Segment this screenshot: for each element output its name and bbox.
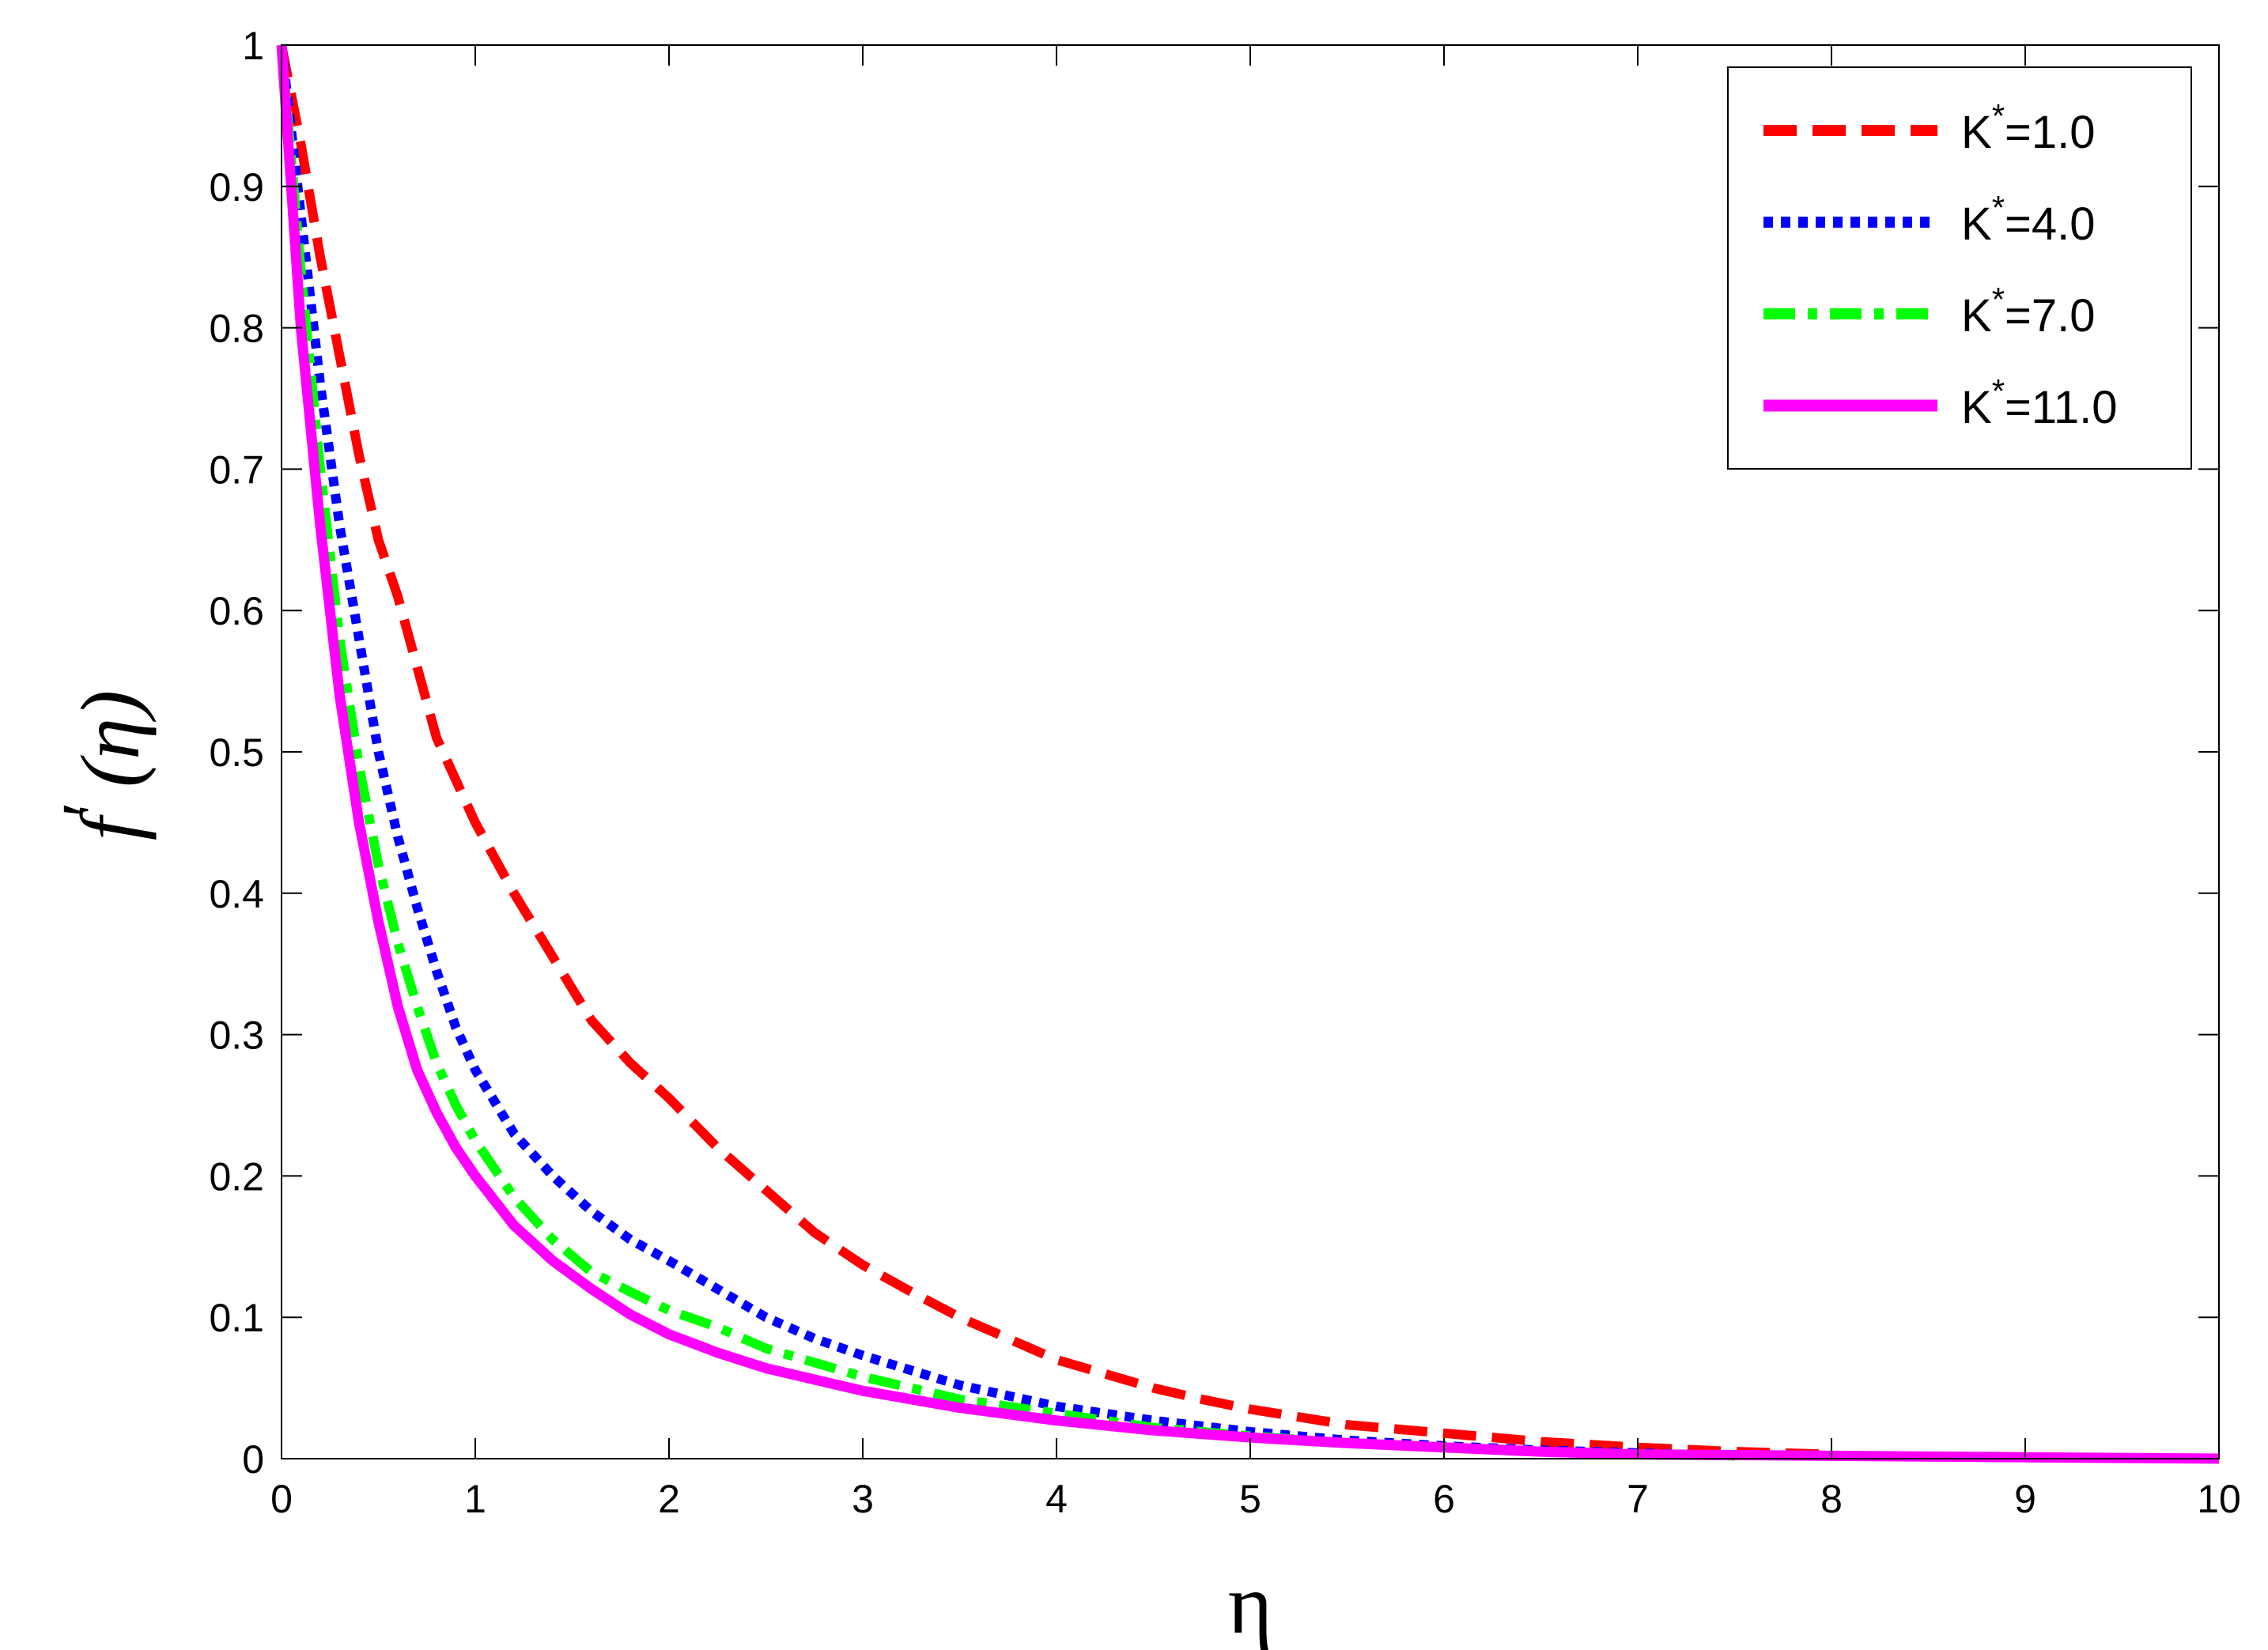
legend-label-superscript: * [1992, 372, 2005, 410]
legend-label-value: =4.0 [2005, 198, 2096, 250]
y-tick-label: 0.5 [209, 731, 264, 775]
svg-text:f′(η): f′(η) [48, 690, 157, 840]
x-tick-label: 8 [1820, 1477, 1843, 1521]
x-tick-label: 3 [852, 1477, 874, 1521]
legend: K*=1.0K*=4.0K*=7.0K*=11.0 [1727, 66, 2192, 470]
y-tick-label: 1 [242, 24, 264, 68]
legend-label-superscript: * [1992, 281, 2005, 318]
x-tick-label: 9 [2014, 1477, 2036, 1521]
y-tick-label: 0.8 [209, 307, 264, 351]
y-tick-label: 0 [242, 1437, 264, 1482]
y-axis-label-prime: ′ [48, 802, 127, 817]
x-tick-label: 2 [658, 1477, 680, 1521]
y-tick-label: 0.7 [209, 447, 264, 492]
legend-label-superscript: * [1992, 97, 2005, 134]
series-line-1 [277, 43, 1832, 1459]
x-tick-label: 0 [270, 1477, 293, 1521]
legend-label-2: K*=4.0 [1961, 189, 2096, 250]
x-tick-label: 1 [464, 1477, 486, 1521]
legend-label-value: =7.0 [2005, 290, 2096, 342]
legend-label-base: K [1961, 382, 1992, 433]
legend-label-3: K*=7.0 [1961, 281, 2096, 342]
legend-label-value: =11.0 [2005, 382, 2117, 433]
x-tick-label: 5 [1239, 1477, 1261, 1521]
y-tick-label: 0.9 [209, 165, 264, 210]
y-tick-label: 0.3 [209, 1014, 264, 1058]
legend-label-4: K*=11.0 [1961, 372, 2118, 433]
legend-label-base: K [1961, 107, 1992, 158]
x-tick-label: 4 [1045, 1477, 1068, 1521]
y-tick-label: 0.1 [209, 1296, 264, 1340]
ticks-layer: 0 1 2 3 4 5 6 7 8 9 10 0 0.1 0.2 0.3 0.4 0.5 0.6 0.7 0.8 0.9… [209, 24, 2240, 1521]
y-tick-label: 0.4 [209, 872, 264, 916]
y-tick-label: 0.2 [209, 1154, 264, 1199]
legend-label-value: =1.0 [2005, 107, 2096, 158]
legend-label-base: K [1961, 290, 1992, 342]
legend-label-superscript: * [1992, 189, 2005, 226]
legend-label-base: K [1961, 198, 1992, 250]
y-tick-label: 0.6 [209, 589, 264, 633]
x-tick-label: 7 [1627, 1477, 1649, 1521]
y-axis-label-arg: (η) [64, 690, 157, 787]
x-tick-label: 10 [2197, 1477, 2241, 1521]
legend-label-1: K*=1.0 [1961, 97, 2096, 158]
y-axis-label: f′(η) [48, 690, 157, 840]
x-tick-label: 6 [1433, 1477, 1455, 1521]
x-axis-label: η [1228, 1557, 1272, 1650]
